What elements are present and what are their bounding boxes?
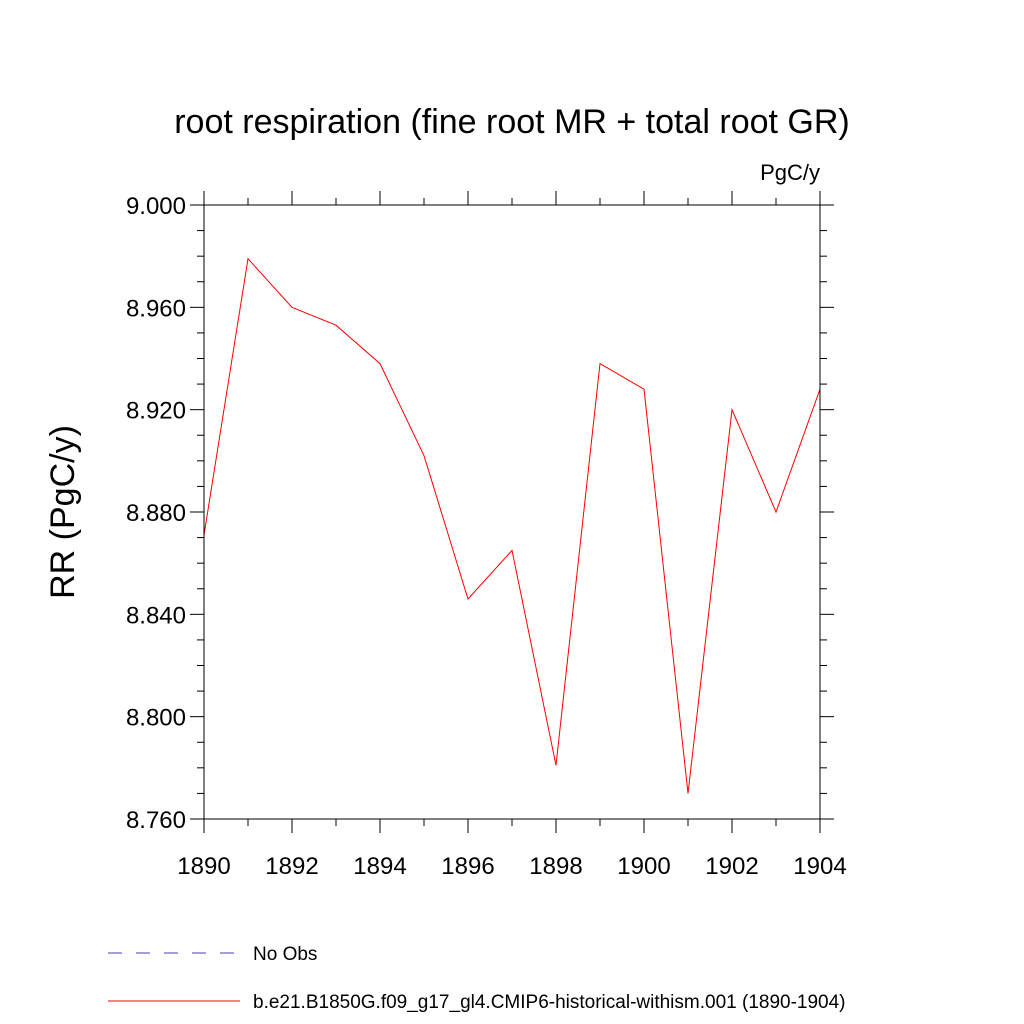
- y-tick-label: 8.760: [126, 807, 186, 834]
- axis-tick-labels: 8.760 8.800 8.840 8.880 8.920 8.960 9.000 1890 1…: [126, 193, 847, 880]
- y-tick-label: 8.840: [126, 602, 186, 629]
- y-tick-label: 8.920: [126, 398, 186, 425]
- units-label: PgC/y: [760, 160, 820, 185]
- x-tick-label: 1904: [793, 853, 846, 880]
- x-tick-label: 1892: [265, 853, 318, 880]
- x-tick-label: 1894: [353, 853, 406, 880]
- x-tick-label: 1902: [705, 853, 758, 880]
- x-tick-label: 1890: [177, 853, 230, 880]
- series-line: [203, 257, 821, 794]
- axis-ticks: [190, 191, 834, 833]
- x-tick-label: 1896: [441, 853, 494, 880]
- x-tick-label: 1898: [529, 853, 582, 880]
- legend-label-model-run: b.e21.B1850G.f09_g17_gl4.CMIP6-historica…: [253, 992, 846, 1013]
- x-tick-label: 1900: [617, 853, 670, 880]
- legend-label-no-obs: No Obs: [253, 944, 317, 965]
- plot-frame: [203, 204, 821, 820]
- y-tick-label: 8.960: [126, 295, 186, 322]
- y-tick-label: 9.000: [126, 193, 186, 220]
- y-tick-label: 8.800: [126, 705, 186, 732]
- y-tick-label: 8.880: [126, 500, 186, 527]
- chart-title: root respiration (fine root MR + total r…: [174, 103, 850, 141]
- y-axis-label: RR (PgC/y): [44, 425, 82, 599]
- series-lines: [203, 257, 821, 794]
- legend: No Obs b.e21.B1850G.f09_g17_gl4.CMIP6-hi…: [108, 944, 846, 1013]
